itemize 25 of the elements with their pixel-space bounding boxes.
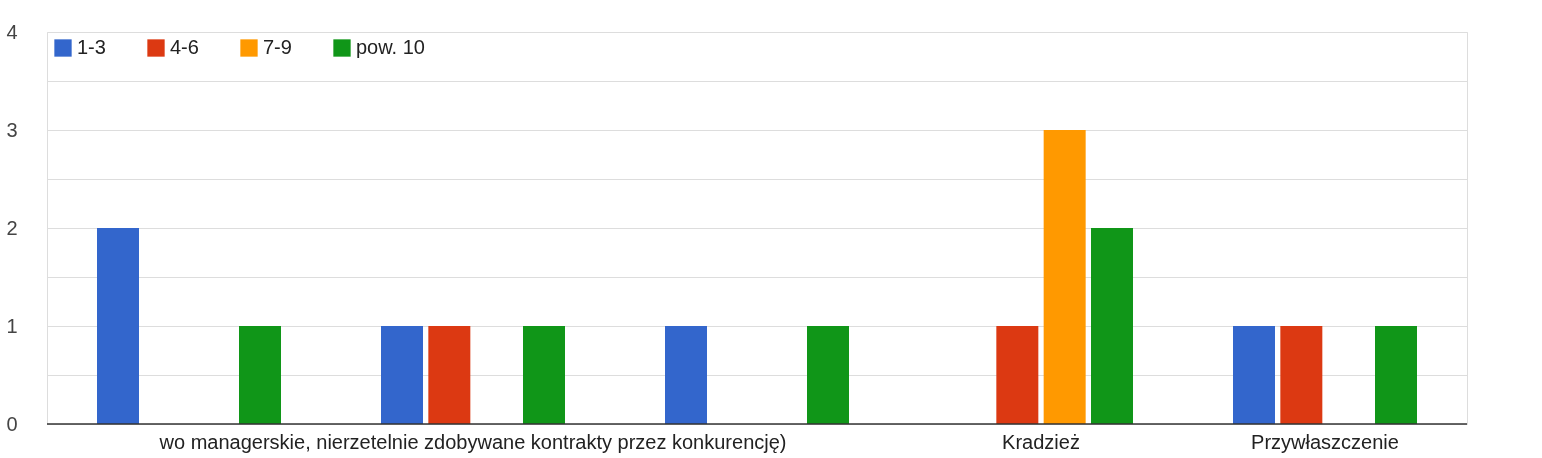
y-tick-label: 3 xyxy=(6,118,18,141)
bar xyxy=(1233,326,1275,424)
y-tick-label: 0 xyxy=(6,412,18,435)
bar xyxy=(1043,130,1086,424)
bar xyxy=(381,326,423,424)
x-tick-label: Kradzież xyxy=(1002,430,1080,453)
y-tick-label: 1 xyxy=(6,314,18,337)
bar xyxy=(428,326,471,424)
bar xyxy=(1375,326,1417,424)
bar xyxy=(523,326,565,424)
y-tick-label: 2 xyxy=(6,216,18,239)
x-tick-label: Przywłaszczenie xyxy=(1251,430,1399,453)
bar xyxy=(996,326,1039,424)
bar xyxy=(1280,326,1323,424)
bar xyxy=(807,326,849,424)
bar xyxy=(239,326,281,424)
bar xyxy=(97,228,139,424)
legend-label: 7-9 xyxy=(263,36,292,58)
bar xyxy=(665,326,707,424)
bar xyxy=(1091,228,1133,424)
y-tick-label: 4 xyxy=(6,20,18,43)
legend-label: 1-3 xyxy=(77,36,106,58)
legend-label: pow. 10 xyxy=(356,36,425,58)
x-tick-label: wo managerskie, nierzetelnie zdobywane kontrakty przez konkurencję) xyxy=(158,430,787,453)
legend-label: 4-6 xyxy=(170,36,199,58)
